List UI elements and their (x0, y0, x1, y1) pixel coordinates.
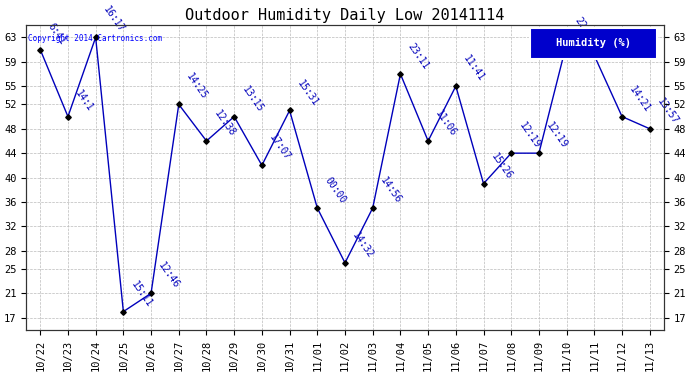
Text: 12:46: 12:46 (157, 261, 181, 291)
Text: 15:31: 15:31 (295, 78, 320, 108)
Text: 12:19: 12:19 (517, 121, 542, 150)
Text: 14:32: 14:32 (351, 230, 375, 260)
Title: Outdoor Humidity Daily Low 20141114: Outdoor Humidity Daily Low 20141114 (186, 8, 504, 22)
Text: 14:1: 14:1 (74, 89, 95, 114)
Text: 12:38: 12:38 (212, 108, 237, 138)
Text: 17:07: 17:07 (268, 133, 293, 162)
Text: 12:19: 12:19 (544, 121, 569, 150)
Text: 11:41: 11:41 (462, 54, 486, 83)
Text: 23:11: 23:11 (406, 41, 431, 71)
Text: 11:06: 11:06 (434, 108, 459, 138)
Text: 14:25: 14:25 (184, 72, 209, 102)
Text: 13:15: 13:15 (239, 84, 265, 114)
Text: 6:41: 6:41 (46, 22, 68, 47)
Text: Humidity (%): Humidity (%) (556, 39, 631, 48)
Text: 00:00: 00:00 (323, 176, 348, 205)
Text: 13:57: 13:57 (656, 96, 680, 126)
Text: 16:17: 16:17 (101, 5, 126, 34)
Text: 15:11: 15:11 (129, 279, 154, 309)
Text: 22:4: 22:4 (572, 16, 594, 41)
Text: 14:56: 14:56 (378, 176, 403, 205)
Text: 14:21: 14:21 (628, 84, 653, 114)
FancyBboxPatch shape (530, 28, 658, 59)
Text: 21:5: 21:5 (600, 28, 622, 53)
Text: Copyright 2014 Cartronics.com: Copyright 2014 Cartronics.com (28, 34, 161, 44)
Text: 15:26: 15:26 (489, 151, 514, 181)
